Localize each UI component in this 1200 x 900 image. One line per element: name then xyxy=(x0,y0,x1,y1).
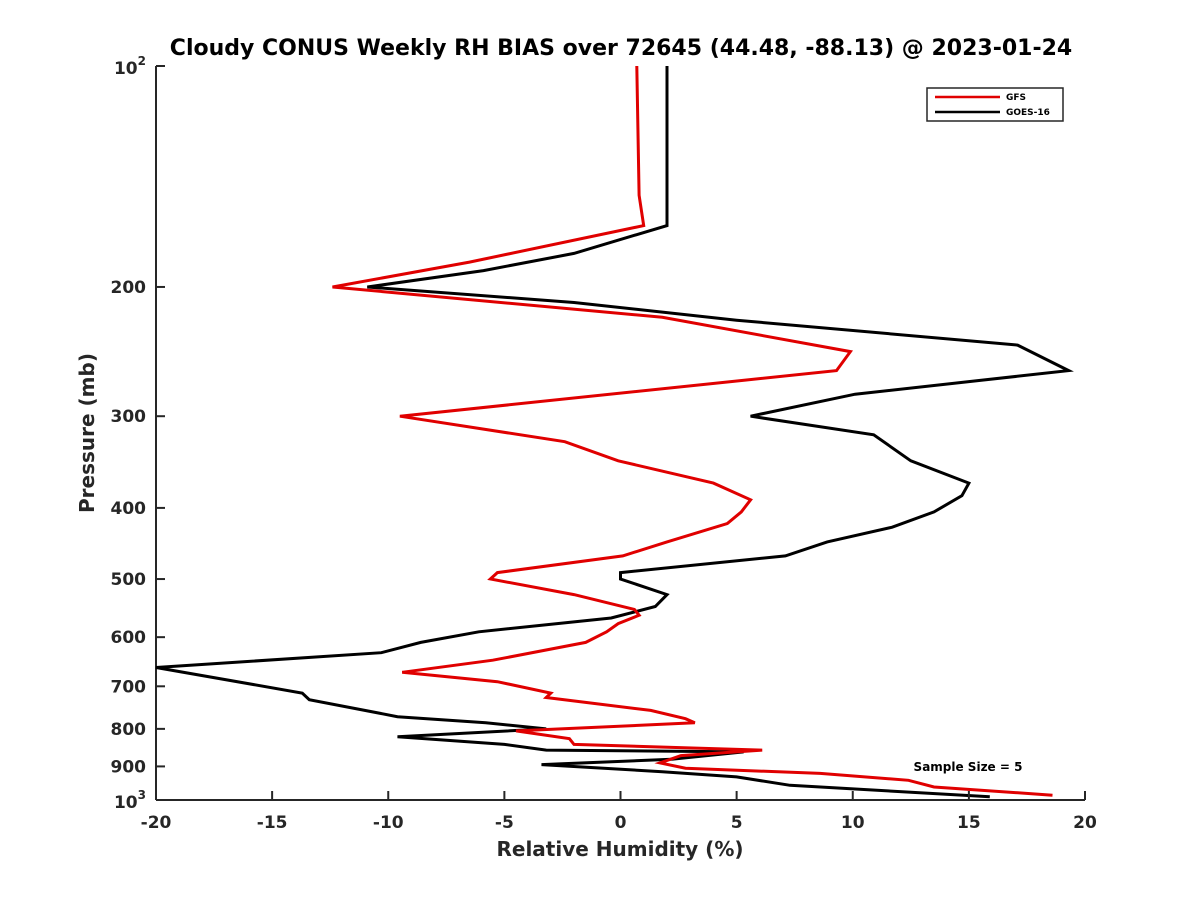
legend-label-goes16: GOES-16 xyxy=(1006,108,1050,118)
x-tick-label: 20 xyxy=(1073,813,1097,833)
series-line-goes16 xyxy=(155,66,1074,799)
y-tick-label: 800 xyxy=(111,720,147,740)
y-axis-ticks: 200 300 400 500 600 700 800 900 102 103 xyxy=(111,54,165,813)
sample-size-annotation: Sample Size = 5 xyxy=(914,760,1023,774)
x-axis-label: Relative Humidity (%) xyxy=(496,837,743,861)
x-tick-label: -10 xyxy=(373,813,404,833)
y-tick-label: 300 xyxy=(111,407,147,427)
legend-box xyxy=(926,87,1064,122)
x-tick-label: -15 xyxy=(257,813,288,833)
y-axis-label: Pressure (mb) xyxy=(75,353,99,513)
x-tick-label: -5 xyxy=(495,813,514,833)
y-tick-label-bottom: 103 xyxy=(114,788,146,813)
series-layer xyxy=(155,65,1074,799)
x-tick-label: 5 xyxy=(731,813,743,833)
y-tick-label-top: 102 xyxy=(114,54,146,79)
y-tick-label: 700 xyxy=(111,677,147,697)
y-tick-label: 900 xyxy=(111,757,147,777)
x-tick-label: 15 xyxy=(957,813,981,833)
y-tick-label: 600 xyxy=(111,628,147,648)
legend-label-gfs: GFS xyxy=(1006,93,1026,103)
x-axis-ticks: -20 -15 -10 -5 0 5 10 15 20 xyxy=(141,791,1097,833)
plot-area xyxy=(155,66,1085,801)
legend: GFS GOES-16 xyxy=(926,87,1064,122)
x-tick-label: 10 xyxy=(841,813,865,833)
chart-title: Cloudy CONUS Weekly RH BIAS over 72645 (… xyxy=(170,36,1072,61)
series-line-gfs xyxy=(332,65,1053,797)
x-tick-label: -20 xyxy=(141,813,172,833)
y-tick-label: 400 xyxy=(111,499,147,519)
y-tick-label: 200 xyxy=(111,278,147,298)
y-tick-label: 500 xyxy=(111,570,147,590)
x-tick-label: 0 xyxy=(615,813,627,833)
